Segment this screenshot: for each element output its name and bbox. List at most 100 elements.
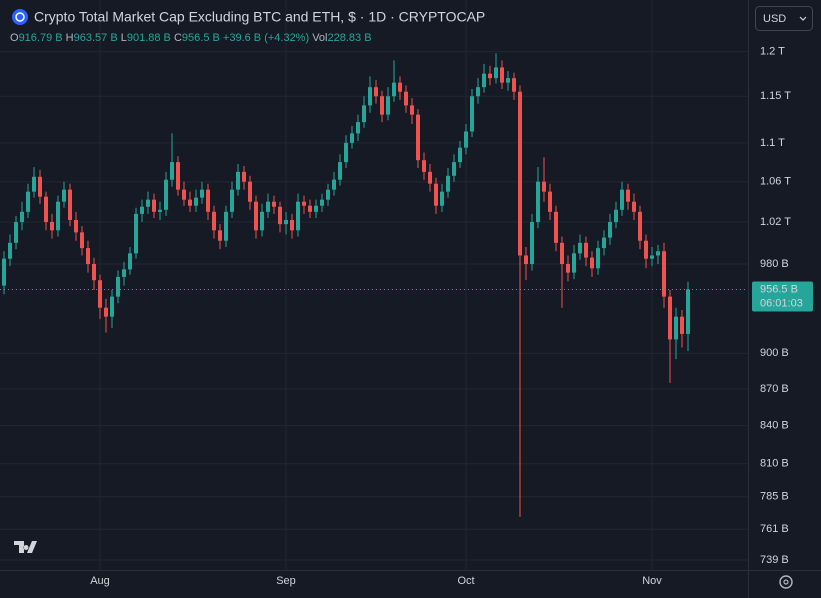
x-tick-label: Oct	[457, 575, 474, 587]
currency-caret[interactable]	[799, 16, 807, 21]
ohlc-key: H	[66, 32, 74, 44]
candle-body	[44, 196, 48, 223]
candle-body	[140, 206, 144, 214]
ohlc-value: 916.79 B	[19, 32, 63, 44]
candle-body	[248, 181, 252, 202]
candle-body	[524, 255, 528, 265]
ohlc-value: 963.57 B	[74, 32, 118, 44]
candle-body	[146, 199, 150, 207]
x-tick-label: Aug	[90, 575, 110, 587]
candle-body	[386, 96, 390, 115]
candle-body	[296, 201, 300, 231]
candle-body	[608, 222, 612, 238]
candle-body	[434, 183, 438, 206]
candle-body	[158, 209, 162, 212]
candle-body	[350, 133, 354, 143]
tv-logo[interactable]	[14, 541, 37, 553]
candle-body	[626, 189, 630, 202]
symbol-icon-mark	[15, 12, 25, 22]
candle-body	[80, 232, 84, 249]
volume-key: Vol	[312, 32, 327, 44]
candle-body	[506, 78, 510, 83]
y-tick-label: 1.06 T	[760, 176, 791, 188]
candle-body	[368, 87, 372, 106]
volume-value: 228.83 B	[328, 32, 372, 44]
last-price-label: 956.5 B	[760, 283, 798, 295]
candle-body	[614, 209, 618, 223]
candle-body	[128, 253, 132, 270]
candle-body	[680, 316, 684, 334]
candle-body	[284, 219, 288, 225]
candle-body	[416, 114, 420, 161]
ohlc-key: O	[10, 32, 19, 44]
candle-body	[26, 191, 30, 212]
candle-body	[392, 82, 396, 97]
candle-body	[68, 189, 72, 220]
candle-body	[116, 276, 120, 297]
y-tick-label: 1.02 T	[760, 216, 791, 228]
candle-body	[338, 162, 342, 180]
candle-body	[380, 96, 384, 115]
candle-body	[266, 201, 270, 212]
candle-body	[518, 91, 522, 256]
candle-body	[536, 181, 540, 223]
candle-body	[152, 199, 156, 212]
candle-body	[14, 222, 18, 243]
candle-body	[260, 211, 264, 231]
y-tick-label: 761 B	[760, 523, 789, 535]
candle-body	[554, 211, 558, 243]
candle-body	[620, 189, 624, 210]
candle-body	[602, 237, 606, 249]
candle-body	[164, 179, 168, 210]
candle-body	[206, 189, 210, 212]
candle-body	[194, 197, 198, 206]
x-tick-label: Sep	[276, 575, 296, 587]
settings-icon-center[interactable]	[783, 579, 789, 585]
candle-body	[452, 162, 456, 176]
candle-body	[644, 240, 648, 259]
y-tick-label: 1.1 T	[760, 137, 785, 149]
candle-body	[464, 131, 468, 148]
candle-body	[668, 296, 672, 340]
ohlc-legend: O916.79 B H963.57 B L901.88 B C956.5 B +…	[10, 32, 372, 44]
candle-body	[212, 211, 216, 231]
candle-body	[356, 122, 360, 134]
ohlc-key: L	[121, 32, 127, 44]
candle-body	[188, 199, 192, 206]
candle-body	[50, 222, 54, 231]
y-tick-label: 870 B	[760, 383, 789, 395]
change-value: +39.6 B (+4.32%)	[223, 32, 309, 44]
y-tick-label: 980 B	[760, 258, 789, 270]
candle-body	[656, 251, 660, 256]
y-tick-label: 1.2 T	[760, 46, 785, 58]
candle-body	[674, 316, 678, 340]
candle-body	[422, 160, 426, 172]
candle-body	[488, 73, 492, 79]
y-tick-label: 840 B	[760, 420, 789, 432]
candle-body	[8, 242, 12, 259]
y-tick-label: 739 B	[760, 554, 789, 566]
candle-body	[122, 269, 126, 277]
candles	[2, 53, 690, 517]
candle-body	[110, 296, 114, 317]
symbol-icon	[12, 9, 28, 25]
x-tick-label: Nov	[642, 575, 662, 587]
candle-body	[200, 189, 204, 198]
candle-body	[308, 205, 312, 212]
grid	[0, 0, 748, 570]
candle-body	[482, 73, 486, 88]
candle-body	[566, 264, 570, 273]
settings-icon[interactable]	[779, 575, 793, 589]
currency-button[interactable]	[755, 6, 813, 31]
candle-body	[662, 251, 666, 297]
candle-body	[56, 201, 60, 231]
candle-body	[584, 242, 588, 258]
candle-body	[632, 201, 636, 212]
candle-body	[278, 206, 282, 225]
candle-body	[92, 264, 96, 281]
currency-label[interactable]: USD	[763, 13, 786, 25]
candle-body	[494, 67, 498, 79]
candle-body	[446, 175, 450, 192]
candle-body	[182, 189, 186, 200]
